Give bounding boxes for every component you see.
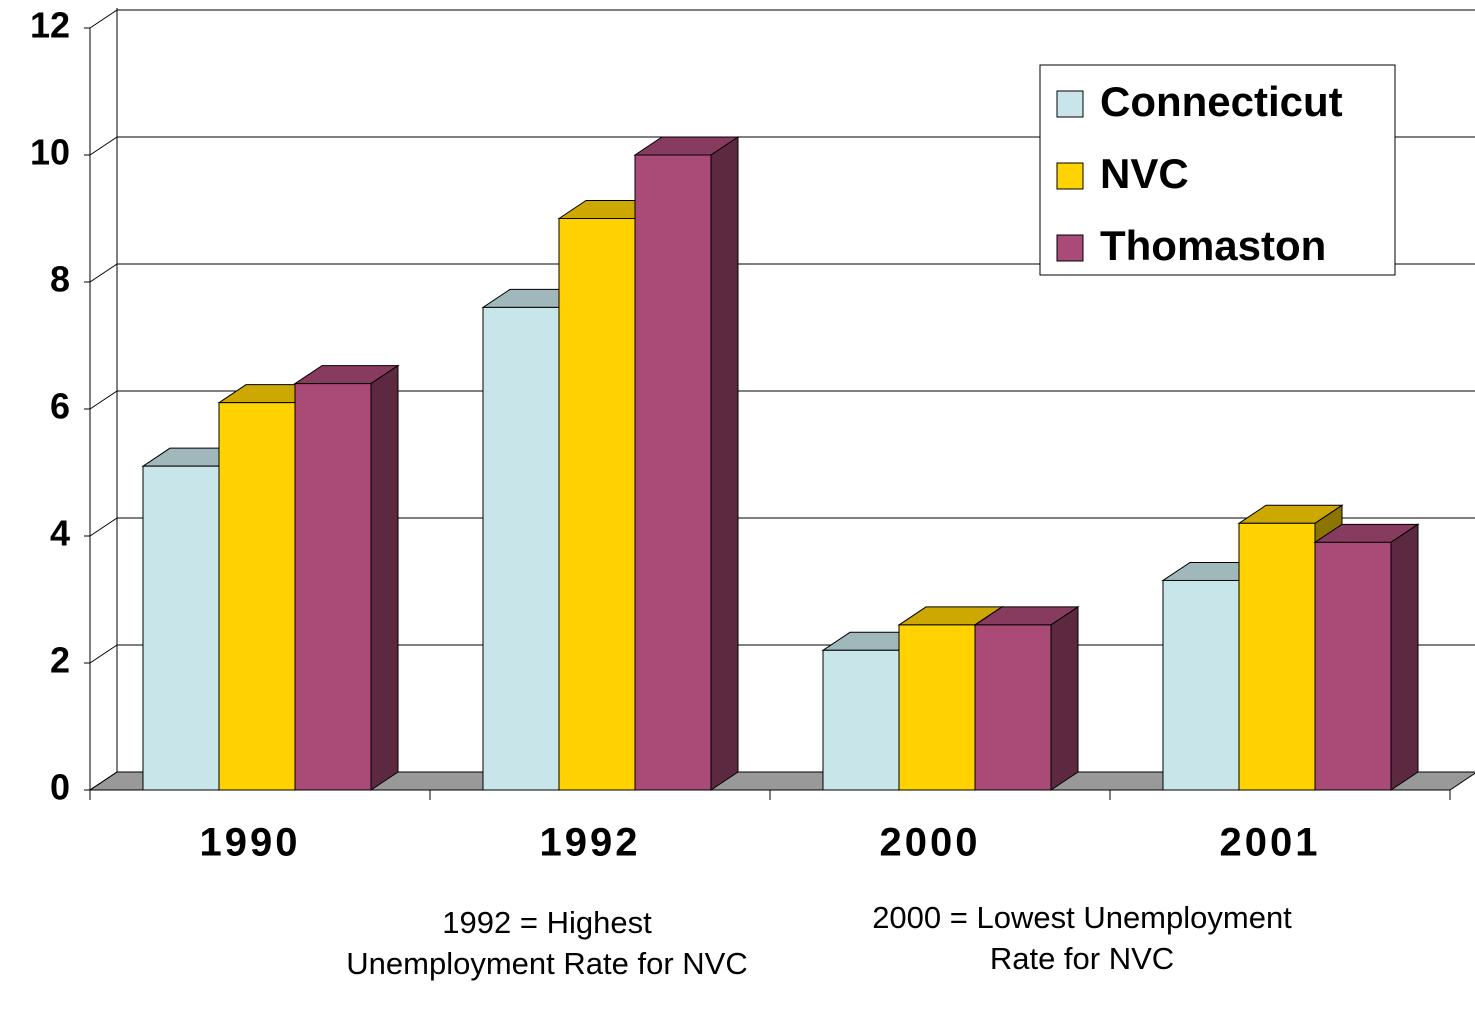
y-tick-label: 4 bbox=[50, 513, 70, 554]
grid-line bbox=[89, 9, 118, 29]
bar bbox=[1162, 579, 1240, 791]
bar bbox=[822, 649, 900, 791]
annotation: 1992 = Highest Unemployment Rate for NVC bbox=[346, 905, 748, 981]
grid-line bbox=[89, 263, 118, 283]
y-tick-label: 2 bbox=[50, 640, 70, 681]
bar bbox=[974, 624, 1052, 791]
bar-side bbox=[1390, 523, 1419, 791]
y-tick-label: 0 bbox=[50, 767, 70, 808]
x-tick-label: 2000 bbox=[880, 821, 981, 865]
y-tick-label: 8 bbox=[50, 259, 70, 300]
grid-line bbox=[89, 390, 118, 410]
legend-swatch bbox=[1056, 162, 1084, 190]
legend-label: Connecticut bbox=[1100, 78, 1343, 125]
bar bbox=[898, 624, 976, 791]
legend-label: Thomaston bbox=[1100, 222, 1326, 269]
y-tick-label: 10 bbox=[30, 132, 70, 173]
bar-group bbox=[1313, 523, 1420, 791]
annotation: 2000 = Lowest Unemployment Rate for NVC bbox=[872, 900, 1292, 976]
bar bbox=[218, 402, 296, 791]
bar bbox=[482, 306, 560, 791]
grid-line bbox=[89, 517, 118, 537]
bar bbox=[634, 154, 712, 791]
bar-group bbox=[293, 364, 400, 791]
bar bbox=[1314, 541, 1392, 791]
bar bbox=[558, 218, 636, 791]
bar bbox=[142, 465, 220, 791]
bar-group bbox=[633, 136, 740, 791]
grid-line bbox=[89, 644, 118, 664]
legend-box bbox=[1039, 64, 1396, 276]
legend-swatch bbox=[1056, 90, 1084, 118]
legend-swatch bbox=[1056, 234, 1084, 262]
legend-label: NVC bbox=[1100, 150, 1189, 197]
x-tick-label: 2001 bbox=[1220, 821, 1321, 865]
y-tick-label: 6 bbox=[50, 386, 70, 427]
bar bbox=[1238, 522, 1316, 791]
x-tick-label: 1992 bbox=[540, 821, 641, 865]
bar-group bbox=[973, 605, 1080, 791]
bar-side bbox=[1050, 605, 1079, 791]
grid-line bbox=[89, 136, 118, 156]
bar-side bbox=[710, 136, 739, 791]
bar bbox=[294, 383, 372, 791]
grid-line bbox=[89, 771, 118, 791]
y-tick-label: 12 bbox=[30, 5, 70, 46]
bar-side bbox=[370, 364, 399, 791]
x-tick-label: 1990 bbox=[200, 821, 301, 865]
